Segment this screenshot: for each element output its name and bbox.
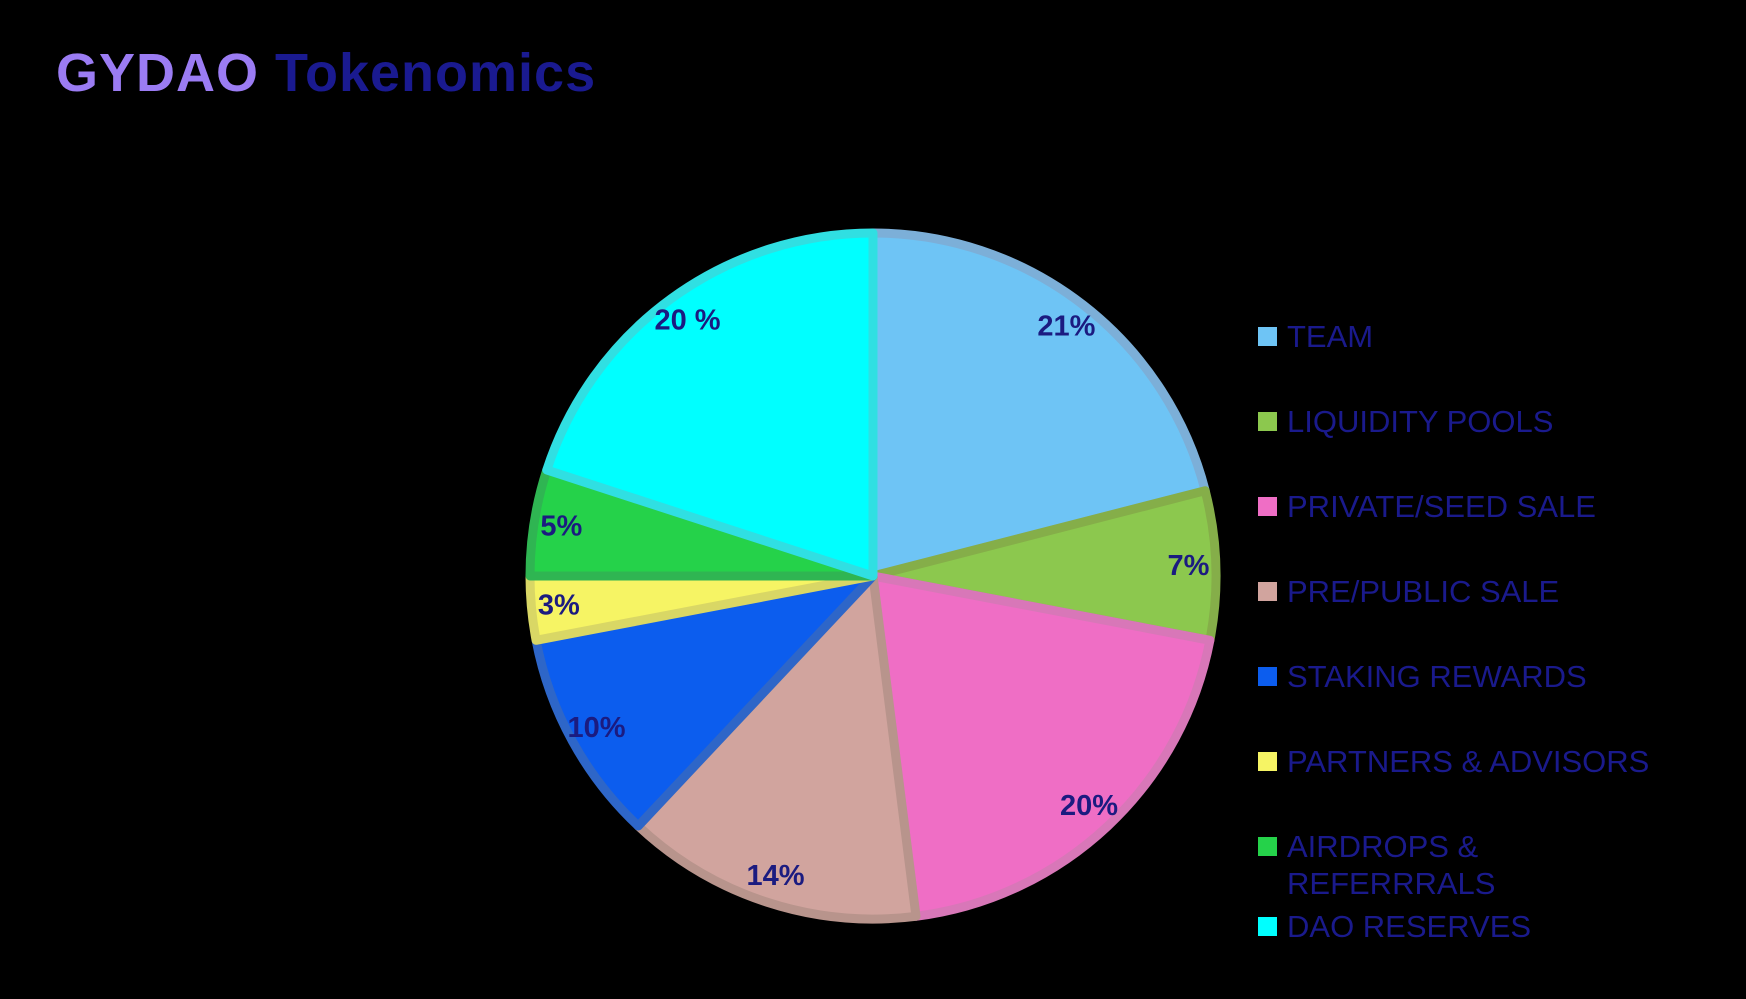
legend-item: LIQUIDITY POOLS	[1258, 403, 1670, 440]
pie-slice-label: 3%	[538, 590, 580, 622]
legend-item-label: LIQUIDITY POOLS	[1287, 404, 1554, 439]
pie-slice-staking-rewards	[531, 571, 878, 831]
legend-item-label: TEAM	[1287, 319, 1374, 354]
legend-item-label: PRIVATE/SEED SALE	[1287, 489, 1596, 524]
legend: TEAM LIQUIDITY POOLS PRIVATE/SEED SALE PRE/…	[1258, 318, 1670, 945]
legend-item: AIRDROPS & REFERRRALS	[1258, 828, 1670, 902]
pie-slice-label: 5%	[540, 511, 582, 543]
pie-slice-liquidity-pools	[868, 486, 1221, 645]
pie-slice-private-seed-sale	[868, 571, 1215, 921]
pie-slice-team	[868, 228, 1210, 581]
legend-swatch	[1258, 497, 1277, 516]
legend-item-label: STAKING REWARDS	[1287, 659, 1587, 694]
title-tokenomics: Tokenomics	[259, 43, 597, 103]
legend-swatch	[1258, 837, 1277, 856]
pie-slice-dao-reserves	[542, 228, 878, 581]
legend-swatch	[1258, 667, 1277, 686]
pie-slice-label: 21%	[1037, 311, 1095, 343]
legend-item-label: PRE/PUBLIC SALE	[1287, 574, 1560, 609]
legend-swatch	[1258, 327, 1277, 346]
pie-slice-label: 7%	[1167, 550, 1209, 582]
legend-item: PRE/PUBLIC SALE	[1258, 573, 1670, 610]
legend-item-label: PARTNERS & ADVISORS	[1287, 744, 1650, 779]
pie-slice-label: 14%	[746, 860, 804, 892]
pie-slice-label: 20 %	[654, 305, 720, 337]
legend-item: STAKING REWARDS	[1258, 658, 1670, 695]
page-title: GYDAO Tokenomics	[56, 42, 596, 104]
legend-item: PRIVATE/SEED SALE	[1258, 488, 1670, 525]
legend-swatch	[1258, 412, 1277, 431]
legend-item: DAO RESERVES	[1258, 908, 1670, 945]
legend-item: PARTNERS & ADVISORS	[1258, 743, 1670, 780]
pie-slice-label: 20%	[1060, 790, 1118, 822]
title-gydao: GYDAO	[56, 43, 260, 103]
legend-item-label: DAO RESERVES	[1287, 909, 1532, 944]
legend-item: TEAM	[1258, 318, 1670, 355]
legend-swatch	[1258, 752, 1277, 771]
legend-swatch	[1258, 917, 1277, 936]
legend-swatch	[1258, 582, 1277, 601]
pie-slice-label: 10%	[567, 712, 625, 744]
pie-slice-pre-public-sale	[633, 571, 921, 924]
legend-item-label: AIRDROPS & REFERRRALS	[1287, 829, 1496, 901]
